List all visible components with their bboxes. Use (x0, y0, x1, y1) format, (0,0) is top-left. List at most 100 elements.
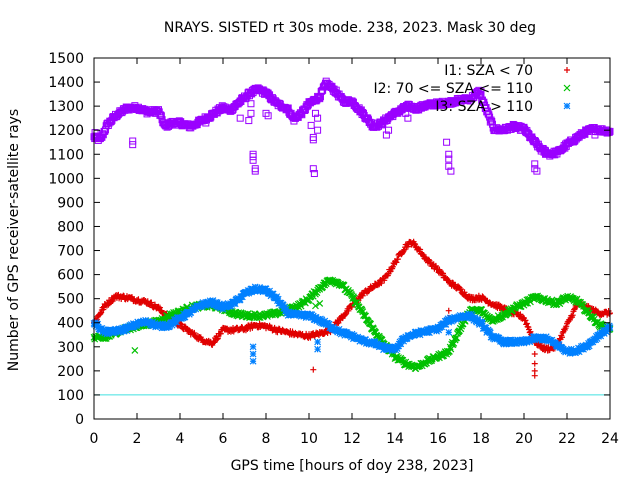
series-all (90, 77, 614, 178)
series-i1 (91, 238, 613, 379)
y-tick-label: 1300 (48, 99, 84, 115)
data-point-outlier (314, 126, 322, 134)
data-point-outlier (382, 131, 390, 139)
data-point-outlier (129, 141, 137, 149)
data-point-outlier (202, 119, 210, 127)
data-point (475, 86, 483, 94)
data-point (157, 112, 165, 120)
legend-marker-i3 (563, 102, 571, 110)
data-point (213, 299, 221, 306)
legend: I1: SZA < 70 I2: 70 <= SZA <= 110 I3: SZ… (373, 63, 571, 115)
data-point-outlier (91, 129, 99, 137)
data-point-outlier (129, 137, 137, 145)
x-tick-label: 12 (343, 431, 361, 447)
data-point (585, 342, 593, 350)
data-point (579, 301, 587, 309)
data-point-outlier (542, 150, 549, 158)
data-point (605, 322, 613, 330)
data-point-outlier (402, 109, 410, 117)
legend-label-i2: I2: 70 <= SZA <= 110 (373, 81, 533, 97)
data-point (318, 316, 326, 324)
x-tick-label: 4 (176, 431, 185, 447)
legend-marker-i1 (564, 67, 570, 73)
data-point (172, 318, 180, 326)
y-tick-label: 1000 (48, 171, 84, 187)
y-tick-label: 600 (57, 268, 84, 284)
data-point-outlier (251, 167, 259, 175)
x-tick-label: 18 (472, 431, 490, 447)
data-point (231, 300, 239, 308)
data-point (285, 308, 293, 316)
data-point-outlier (314, 345, 322, 353)
x-tick-label: 2 (133, 431, 142, 447)
data-point-outlier (249, 150, 257, 158)
data-point (432, 262, 439, 269)
data-point (394, 256, 401, 263)
data-point (393, 345, 401, 352)
y-axis-label: Number of GPS receiver-satellite rays (6, 109, 22, 371)
data-point (558, 334, 565, 341)
data-point (274, 295, 282, 303)
data-point-outlier (445, 150, 453, 158)
series-layer (90, 77, 614, 379)
data-point (425, 256, 432, 263)
y-tick-label: 1200 (48, 123, 84, 139)
data-point-outlier (314, 338, 322, 346)
data-point-outlier (309, 165, 317, 173)
y-tick-label: 900 (57, 195, 84, 211)
data-point-outlier (531, 165, 539, 173)
x-tick-label: 16 (429, 431, 447, 447)
data-point (217, 330, 224, 337)
data-point (309, 312, 317, 320)
data-point (273, 293, 281, 301)
data-point-outlier (404, 114, 412, 122)
data-point (269, 290, 277, 298)
data-point (425, 329, 433, 337)
data-point (123, 327, 131, 334)
data-point (156, 304, 163, 311)
y-tick-label: 1500 (48, 51, 84, 67)
data-point-outlier (249, 343, 257, 351)
data-point-outlier (245, 117, 253, 125)
data-point (120, 327, 128, 335)
data-point (478, 96, 486, 104)
data-point (559, 329, 566, 336)
data-point (483, 328, 491, 336)
data-point (135, 296, 142, 303)
data-point (485, 111, 493, 119)
y-tick-label: 300 (57, 340, 84, 356)
data-point (457, 286, 464, 293)
series-i3 (90, 283, 614, 365)
data-point (214, 335, 221, 342)
data-point (477, 92, 485, 100)
data-point-outlier (249, 156, 257, 164)
data-point-outlier (264, 112, 272, 120)
y-tick-label: 200 (57, 364, 84, 380)
data-point (181, 313, 189, 321)
x-axis-label: GPS time [hours of doy 238, 2023] (231, 458, 474, 474)
data-point (420, 251, 427, 258)
data-point (605, 128, 613, 136)
data-point (209, 297, 217, 304)
data-point-outlier (316, 300, 324, 307)
data-point (262, 285, 270, 293)
x-axis: 0 2 4 6 8 10 12 14 16 18 20 22 24 (90, 58, 619, 447)
legend-markers (563, 67, 571, 110)
data-point-outlier (531, 360, 538, 367)
y-tick-label: 500 (57, 292, 84, 308)
data-point-outlier (314, 114, 322, 122)
y-tick-label: 800 (57, 219, 84, 235)
data-point-outlier (131, 346, 139, 354)
data-point (541, 336, 549, 344)
data-point-outlier (591, 131, 599, 139)
data-point (345, 307, 352, 314)
data-point (94, 320, 102, 328)
data-point-outlier (307, 121, 315, 129)
data-point (393, 259, 400, 266)
data-point (523, 320, 530, 327)
data-point (148, 299, 155, 306)
data-point-outlier (310, 366, 317, 373)
data-point (335, 319, 342, 326)
data-point-outlier (447, 167, 455, 175)
